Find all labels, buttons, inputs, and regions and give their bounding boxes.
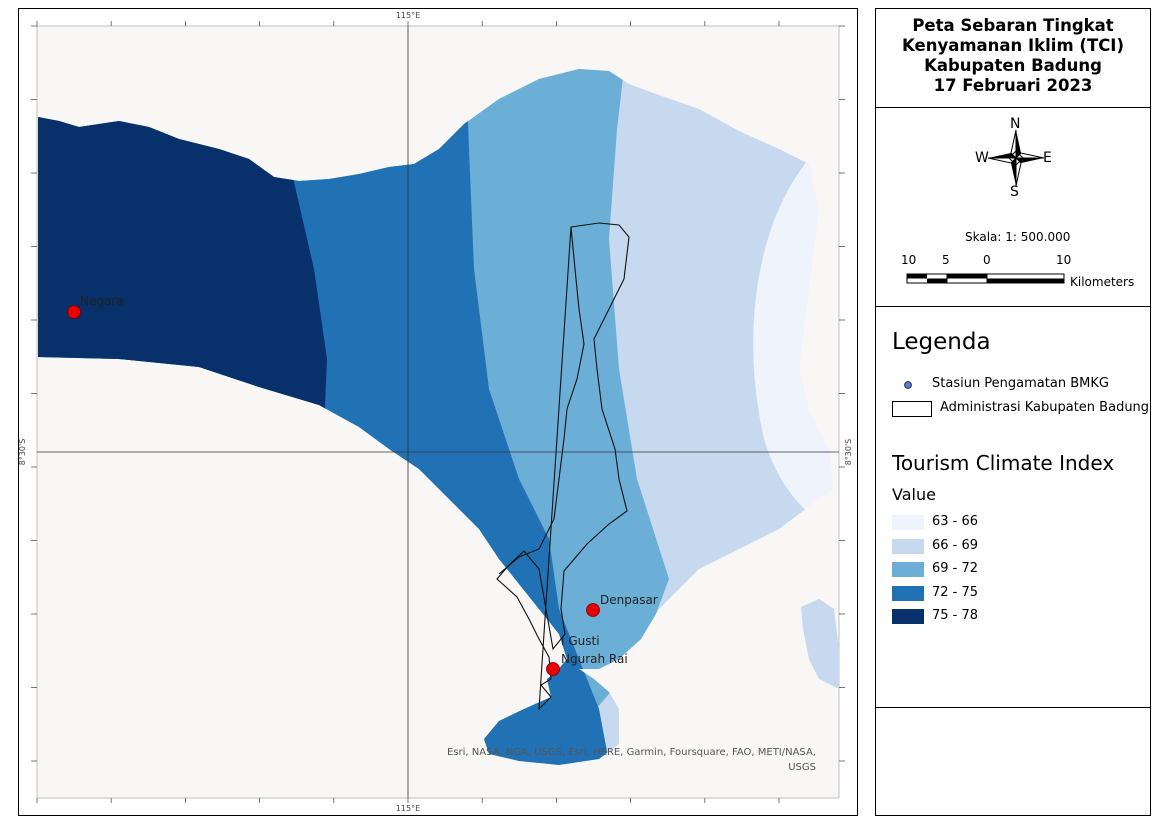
east-island [801,599,839,689]
station-marker-ngurah-rai[interactable] [546,662,560,676]
title-line-4: 17 Februari 2023 [933,76,1093,95]
legend-swatch-2 [892,538,924,554]
compass-west: W [975,150,989,166]
station-label-denpasar: Denpasar [600,593,658,607]
lat-label-right: 8°30'S [844,439,853,466]
scale-tick-5: 5 [942,253,950,267]
title-line-1: Peta Sebaran Tingkat [912,16,1114,35]
admin-legend-swatch [892,401,932,417]
station-marker-negara[interactable] [67,305,81,319]
lat-label-left: 8°30'S [19,439,27,466]
legend-admin-label: Administrasi Kabupaten Badung [940,400,1150,415]
legend-value-title: Value [892,485,936,504]
lon-label-bottom: 115°E [396,804,420,813]
legend-swatch-3 [892,562,924,577]
legend-class-label-3: 69 - 72 [932,561,979,576]
map-title: Peta Sebaran Tingkat Kenyamanan Iklim (T… [876,16,1150,96]
legend-station-label: Stasiun Pengamatan BMKG [932,376,1109,391]
scale-bar [906,273,1065,284]
badung-boundary [496,222,630,711]
compass-south: S [1010,184,1019,200]
title-panel: Peta Sebaran Tingkat Kenyamanan Iklim (T… [875,8,1151,108]
legend-index-title: Tourism Climate Index [892,451,1115,475]
badung-boundary-west [498,226,585,575]
scale-tick-10-right: 10 [1056,253,1072,267]
station-label-ngurah-rai-2: Ngurah Rai [561,652,628,666]
legend-swatch-5 [892,609,924,624]
scale-tick-10-left: 10 [901,253,917,267]
legend-class-label-5: 75 - 78 [932,608,979,623]
scale-text: Skala: 1: 500.000 [965,230,1071,244]
bottom-panel [875,707,1151,816]
attribution-line2: USGS [788,762,816,773]
legend-class-label-4: 72 - 75 [932,584,979,600]
legend-swatch-4 [892,585,924,601]
station-marker-denpasar[interactable] [586,603,600,617]
info-panel: N S W E Skala: 1: 500.000 10 5 0 10 Kilo… [875,107,1151,307]
frame-ticks [31,21,845,803]
attribution-line1: Esri, NASA, NGA, USGS, Esri, HERE, Garmi… [447,747,816,758]
legend-class-label-1: 63 - 66 [932,514,979,529]
scale-unit: Kilometers [1070,275,1135,289]
compass-north: N [1010,116,1021,132]
lon-label-top: 115°E [396,11,420,20]
map-frame[interactable]: 115°E 115°E 8°30'S 8°30'S Negara Denpasa… [18,8,858,816]
title-line-3: Kabupaten Badung [924,56,1102,75]
legend-class-label-2: 66 - 69 [932,537,979,553]
station-label-negara: Negara [80,294,124,308]
compass-east: E [1043,150,1052,166]
map-canvas[interactable]: 115°E 115°E 8°30'S 8°30'S Negara Denpasa… [19,9,857,815]
station-legend-icon [904,381,912,389]
scale-tick-0: 0 [983,253,991,267]
legend-title: Legenda [892,329,991,355]
station-label-ngurah-rai-1: I Gusti [561,634,600,648]
north-arrow-icon [987,129,1045,187]
legend-swatch-1 [892,515,924,530]
legend-panel: Legenda Stasiun Pengamatan BMKG Administ… [875,306,1151,708]
title-line-2: Kenyamanan Iklim (TCI) [902,36,1124,55]
